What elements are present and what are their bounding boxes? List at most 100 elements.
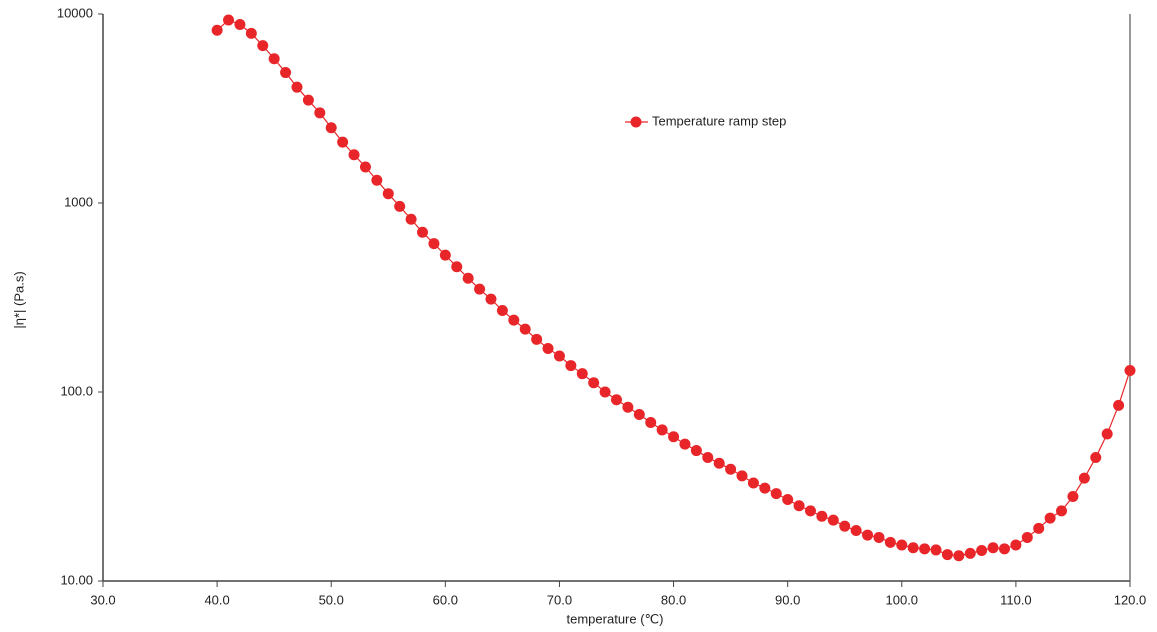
data-point (519, 323, 531, 335)
data-point (827, 514, 839, 526)
data-point (211, 24, 223, 36)
data-point (599, 386, 611, 398)
data-point (1101, 428, 1113, 440)
data-point (348, 149, 360, 161)
y-tick-label: 100.0 (60, 383, 93, 398)
y-tick-label: 10000 (57, 5, 93, 20)
legend-marker (630, 116, 642, 128)
data-point (987, 542, 999, 554)
data-point (919, 543, 931, 555)
data-point (747, 477, 759, 489)
x-tick-label: 100.0 (886, 592, 919, 607)
data-point (611, 394, 622, 406)
data-point (770, 488, 782, 500)
data-point (804, 505, 816, 517)
legend-label: Temperature ramp step (652, 113, 786, 128)
data-point (679, 438, 691, 450)
data-point (257, 40, 269, 52)
data-point (576, 368, 588, 380)
data-point (405, 213, 417, 225)
data-point (394, 200, 406, 212)
data-point (668, 431, 680, 443)
data-point (428, 238, 440, 250)
data-point (690, 445, 702, 457)
data-point (702, 452, 714, 464)
data-point (850, 525, 862, 537)
data-point (565, 360, 577, 372)
x-axis-label: temperature (℃) (567, 611, 664, 626)
data-point (633, 409, 645, 421)
data-point (622, 401, 634, 413)
data-point (759, 482, 771, 494)
data-point (588, 377, 600, 389)
x-tick-label: 70.0 (547, 592, 572, 607)
data-point (1010, 539, 1022, 551)
data-point (325, 122, 337, 134)
data-point (862, 529, 874, 541)
x-tick-label: 90.0 (775, 592, 800, 607)
data-point (998, 543, 1010, 555)
y-tick-label: 1000 (64, 194, 93, 209)
x-tick-label: 60.0 (433, 592, 458, 607)
y-tick-label: 10.00 (60, 572, 93, 587)
data-point (941, 549, 953, 561)
data-point (1021, 531, 1033, 543)
data-point (1113, 399, 1125, 411)
data-point (371, 174, 383, 186)
x-tick-label: 80.0 (661, 592, 686, 607)
data-point (725, 463, 737, 475)
data-point (382, 188, 394, 200)
data-point (291, 81, 303, 93)
data-point (793, 500, 805, 512)
data-point (976, 545, 988, 557)
data-point (508, 314, 520, 326)
data-point (1124, 364, 1136, 376)
data-point (1044, 512, 1056, 524)
data-point (736, 470, 748, 482)
data-point (1033, 522, 1045, 534)
data-point (485, 293, 497, 305)
data-point (713, 457, 725, 469)
x-tick-label: 110.0 (1000, 592, 1032, 607)
data-point (542, 342, 554, 354)
data-point (907, 542, 919, 554)
y-axis-label: |η*| (Pa.s) (11, 271, 26, 328)
data-point (268, 53, 280, 65)
data-point (451, 261, 463, 273)
data-point (439, 249, 451, 261)
data-point (1090, 452, 1102, 464)
data-point (223, 14, 235, 26)
x-tick-label: 40.0 (204, 592, 229, 607)
data-point (302, 94, 314, 106)
x-tick-label: 120.0 (1114, 592, 1147, 607)
data-point (930, 544, 942, 556)
data-point (1067, 490, 1079, 502)
data-point (896, 539, 908, 551)
data-point (531, 333, 543, 345)
x-tick-label: 50.0 (319, 592, 344, 607)
data-point (873, 531, 885, 543)
data-point (337, 136, 349, 148)
data-point (1078, 472, 1090, 484)
data-point (462, 272, 474, 284)
data-point (474, 283, 486, 295)
data-point (245, 27, 257, 39)
data-point (314, 107, 326, 119)
data-point (816, 510, 828, 522)
data-point (1056, 505, 1068, 517)
data-point (645, 416, 657, 428)
data-point (280, 67, 292, 79)
data-point (953, 550, 965, 562)
data-point (782, 493, 794, 505)
x-tick-label: 30.0 (90, 592, 115, 607)
data-point (656, 424, 668, 436)
data-point (884, 536, 896, 548)
data-point (496, 304, 508, 316)
data-point (234, 18, 246, 30)
data-point (553, 350, 565, 362)
data-point (359, 161, 371, 173)
data-point (839, 520, 851, 532)
data-point (417, 226, 429, 238)
series-line (216, 19, 1131, 557)
